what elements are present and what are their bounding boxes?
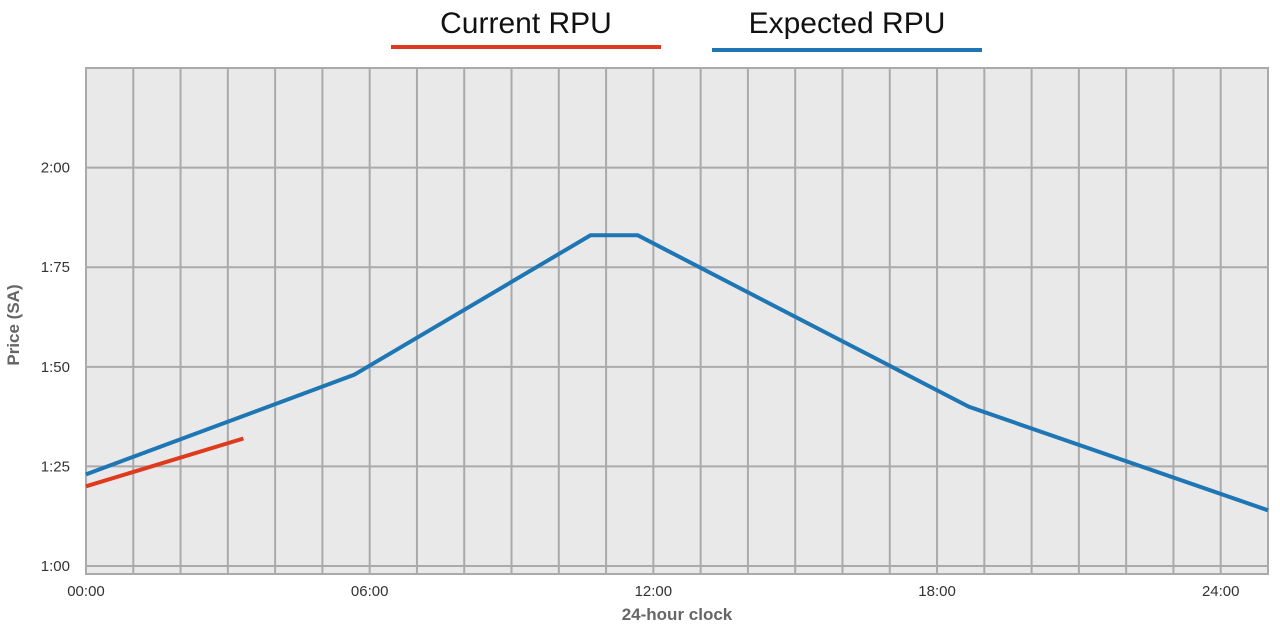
series-line-expected-rpu [85,233,1269,513]
x-tick-label: 12:00 [635,583,673,600]
y-axis-ticks: 1:00 1:25 1:50 1:75 2:00 [41,160,70,575]
x-tick-label: 24:00 [1202,583,1240,600]
x-tick-label: 06:00 [351,583,389,600]
x-axis-title: 24-hour clock [622,605,733,624]
y-axis-title: Price (SA) [4,284,23,365]
y-tick-label: 1:75 [41,259,70,276]
chart-series [85,233,1269,513]
y-tick-label: 1:00 [41,558,70,575]
legend-label-expected-rpu: Expected RPU [749,7,946,40]
plot-area [86,68,1268,574]
x-tick-label: 00:00 [67,583,105,600]
chart-grid [85,68,1269,574]
y-tick-label: 1:50 [41,359,70,376]
y-tick-label: 1:25 [41,458,70,475]
x-axis-ticks: 00:00 06:00 12:00 18:00 24:00 [67,583,1239,600]
chart-legend: Current RPU Expected RPU [391,7,982,52]
x-tick-label: 18:00 [918,583,956,600]
series-line-current-rpu [85,436,244,489]
plot-frame [85,67,1269,575]
legend-label-current-rpu: Current RPU [440,7,612,40]
y-tick-label: 2:00 [41,160,70,177]
